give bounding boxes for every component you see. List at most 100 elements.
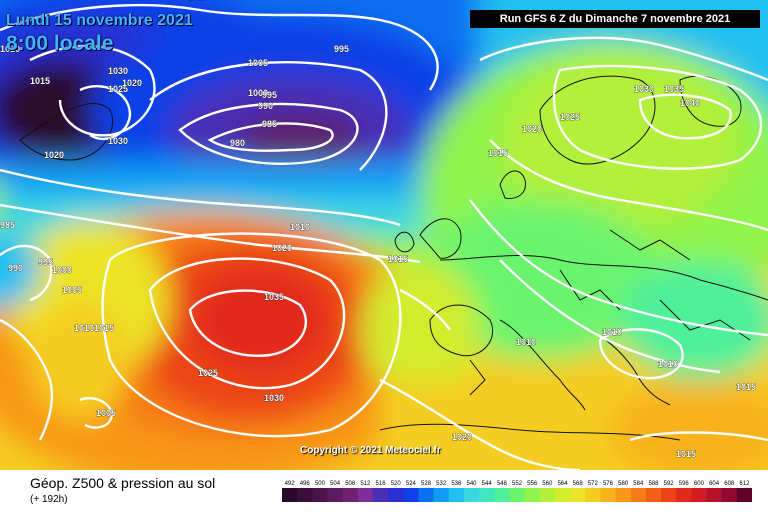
- legend-swatch: [327, 488, 344, 502]
- pressure-label: 1020: [452, 432, 472, 442]
- pressure-label: 1010: [74, 323, 94, 333]
- legend-tick-label: 588: [648, 481, 659, 487]
- pressure-label: 1025: [108, 84, 128, 94]
- legend-swatch: [388, 488, 404, 502]
- legend-swatch: [539, 488, 556, 502]
- legend-tick-label: 504: [330, 481, 341, 487]
- pressure-label: 1030: [108, 66, 128, 76]
- legend-swatch: [706, 488, 723, 502]
- legend-tick-label: 552: [512, 481, 523, 487]
- pressure-label: 1005: [96, 408, 116, 418]
- legend-tick-label: 528: [421, 481, 432, 487]
- pressure-labels: 1010 1015 1020 1030 1025 1020 1030 1020 …: [0, 0, 756, 459]
- legend-tick-label: 564: [557, 481, 568, 487]
- legend-swatch: [312, 488, 328, 502]
- legend-swatch: [418, 488, 435, 502]
- forecast-date: Lundi 15 novembre 2021: [6, 12, 193, 29]
- pressure-label: 985: [0, 220, 15, 230]
- legend-swatch: [372, 488, 389, 502]
- legend-tick-label: 592: [664, 481, 675, 487]
- pressure-label: 1020: [522, 124, 542, 134]
- legend-tick-label: 596: [679, 481, 690, 487]
- legend-tick-label: 600: [694, 481, 705, 487]
- legend-swatch: [463, 488, 480, 502]
- legend-swatch: [721, 488, 738, 502]
- legend-swatch: [676, 488, 692, 502]
- pressure-label: 1010: [602, 327, 622, 337]
- legend-tick-label: 532: [436, 481, 447, 487]
- legend-tick-label: 524: [406, 481, 417, 487]
- legend-tick-label: 560: [542, 481, 553, 487]
- legend-swatch: [736, 488, 752, 502]
- pressure-label: 1020: [188, 0, 208, 2]
- pressure-label: 1010: [658, 359, 678, 369]
- legend-tick-label: 584: [633, 481, 644, 487]
- pressure-label: 1015: [488, 148, 508, 158]
- legend-tick-label: 544: [482, 481, 493, 487]
- pressure-label: 1000: [52, 265, 72, 275]
- pressure-label: 1010: [0, 44, 20, 54]
- legend-tick-label: 520: [391, 481, 402, 487]
- pressure-label: 1015: [388, 254, 408, 264]
- legend-tick-label: 556: [527, 481, 538, 487]
- map-title: Géop. Z500 & pression au sol: [30, 475, 216, 491]
- legend-swatch: [661, 488, 677, 502]
- legend-swatch: [494, 488, 510, 502]
- geopotential-color-field: [0, 0, 768, 470]
- legend-tick-label: 496: [300, 481, 311, 487]
- legend-tick-label: 500: [315, 481, 326, 487]
- legend-swatch: [615, 488, 632, 502]
- pressure-label: 995: [262, 90, 277, 100]
- pressure-label: 985: [262, 119, 277, 129]
- forecast-lead-time: (+ 192h): [30, 494, 68, 505]
- pressure-label: 990: [258, 101, 273, 111]
- pressure-label: 1035: [664, 84, 684, 94]
- legend-swatch: [600, 488, 617, 502]
- legend-swatch: [357, 488, 374, 502]
- legend-swatch: [524, 488, 541, 502]
- legend-tick-label: 576: [603, 481, 614, 487]
- legend-swatch: [645, 488, 662, 502]
- pressure-label: 1015: [736, 382, 756, 392]
- pressure-label: 1005: [248, 58, 268, 68]
- legend-tick-label: 536: [451, 481, 462, 487]
- legend-swatch: [554, 488, 571, 502]
- legend-tick-label: 572: [588, 481, 599, 487]
- pressure-label: 1025: [560, 112, 580, 122]
- legend-swatch: [403, 488, 419, 502]
- pressure-label: 1015: [94, 323, 114, 333]
- pressure-label: 1010: [290, 222, 310, 232]
- legend-swatch: [630, 488, 647, 502]
- pressure-label: 995: [38, 257, 53, 267]
- pressure-label: 990: [8, 263, 23, 273]
- legend-tick-label: 580: [618, 481, 629, 487]
- legend-tick-label: 540: [467, 481, 478, 487]
- legend-tick-label: 508: [345, 481, 356, 487]
- pressure-label: 1030: [264, 393, 284, 403]
- pressure-label: 1015: [676, 449, 696, 459]
- pressure-label: 1005: [62, 285, 82, 295]
- legend-swatch: [342, 488, 359, 502]
- legend-tick-label: 548: [497, 481, 508, 487]
- legend-swatch: [585, 488, 601, 502]
- coastline-lines: [19, 75, 768, 441]
- copyright-text: Copyright © 2021 Meteociel.fr: [300, 445, 441, 456]
- pressure-label: 995: [334, 44, 349, 54]
- isobar-lines: [0, 3, 768, 470]
- legend-tick-label: 608: [724, 481, 735, 487]
- legend-swatch: [479, 488, 495, 502]
- legend-swatch: [570, 488, 586, 502]
- geopotential-map: 1010 1015 1020 1030 1025 1020 1030 1020 …: [0, 0, 768, 470]
- pressure-label: 980: [230, 138, 245, 148]
- legend-swatch: [691, 488, 708, 502]
- legend-swatch: [282, 488, 298, 502]
- pressure-label: 1030: [108, 136, 128, 146]
- pressure-label: 1020: [44, 150, 64, 160]
- legend-swatch: [297, 488, 313, 502]
- legend-tick-label: 568: [573, 481, 584, 487]
- legend-swatch: [448, 488, 465, 502]
- pressure-label: 1010: [516, 337, 536, 347]
- forecast-local-time: 8:00 locale: [6, 32, 114, 55]
- pressure-label: 1035: [264, 292, 284, 302]
